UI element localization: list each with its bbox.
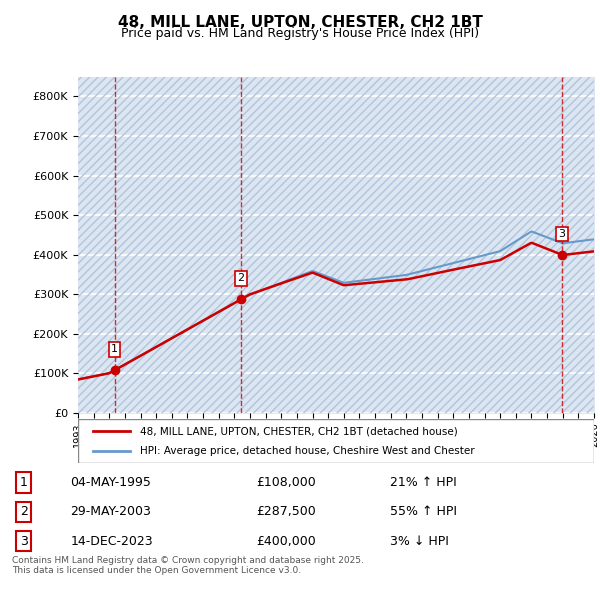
Text: 29-MAY-2003: 29-MAY-2003 <box>70 505 151 519</box>
Text: £400,000: £400,000 <box>256 535 316 548</box>
Text: 2: 2 <box>20 505 28 519</box>
Text: 55% ↑ HPI: 55% ↑ HPI <box>391 505 457 519</box>
Text: 2: 2 <box>237 273 244 283</box>
Text: 1: 1 <box>20 476 28 489</box>
Text: 48, MILL LANE, UPTON, CHESTER, CH2 1BT (detached house): 48, MILL LANE, UPTON, CHESTER, CH2 1BT (… <box>140 427 458 436</box>
Text: 3: 3 <box>20 535 28 548</box>
Text: HPI: Average price, detached house, Cheshire West and Chester: HPI: Average price, detached house, Ches… <box>140 446 475 455</box>
Text: 3% ↓ HPI: 3% ↓ HPI <box>391 535 449 548</box>
Text: 21% ↑ HPI: 21% ↑ HPI <box>391 476 457 489</box>
Text: 14-DEC-2023: 14-DEC-2023 <box>70 535 153 548</box>
Text: Price paid vs. HM Land Registry's House Price Index (HPI): Price paid vs. HM Land Registry's House … <box>121 27 479 40</box>
FancyBboxPatch shape <box>78 419 594 463</box>
Text: Contains HM Land Registry data © Crown copyright and database right 2025.
This d: Contains HM Land Registry data © Crown c… <box>12 556 364 575</box>
Text: 3: 3 <box>559 229 565 239</box>
Text: £108,000: £108,000 <box>256 476 316 489</box>
Text: 48, MILL LANE, UPTON, CHESTER, CH2 1BT: 48, MILL LANE, UPTON, CHESTER, CH2 1BT <box>118 15 482 30</box>
Text: £287,500: £287,500 <box>256 505 316 519</box>
Text: 1: 1 <box>111 345 118 355</box>
Text: 04-MAY-1995: 04-MAY-1995 <box>70 476 151 489</box>
